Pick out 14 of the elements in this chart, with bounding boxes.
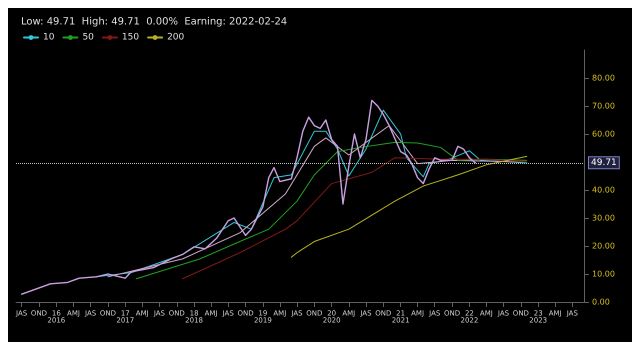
y-tick-label: 10.00 [592,270,615,278]
ref-line-label: 49.71 [591,158,617,168]
legend-label: 200 [167,32,185,42]
y-tick-label: 80.00 [592,74,615,82]
y-tick-label: 60.00 [592,130,615,138]
y-tick-label: 70.00 [592,102,615,110]
legend-label: 10 [43,32,55,42]
y-tick-label: 20.00 [592,242,615,250]
chart-title: Low: 49.71 High: 49.71 0.00% Earning: 2022-02-24 [21,16,288,28]
legend-label: 50 [82,32,94,42]
y-tick-label: 0.00 [592,298,610,306]
y-tick-label: 30.00 [592,214,615,222]
legend-label: 150 [122,32,140,42]
y-tick-label: 40.00 [592,186,615,194]
